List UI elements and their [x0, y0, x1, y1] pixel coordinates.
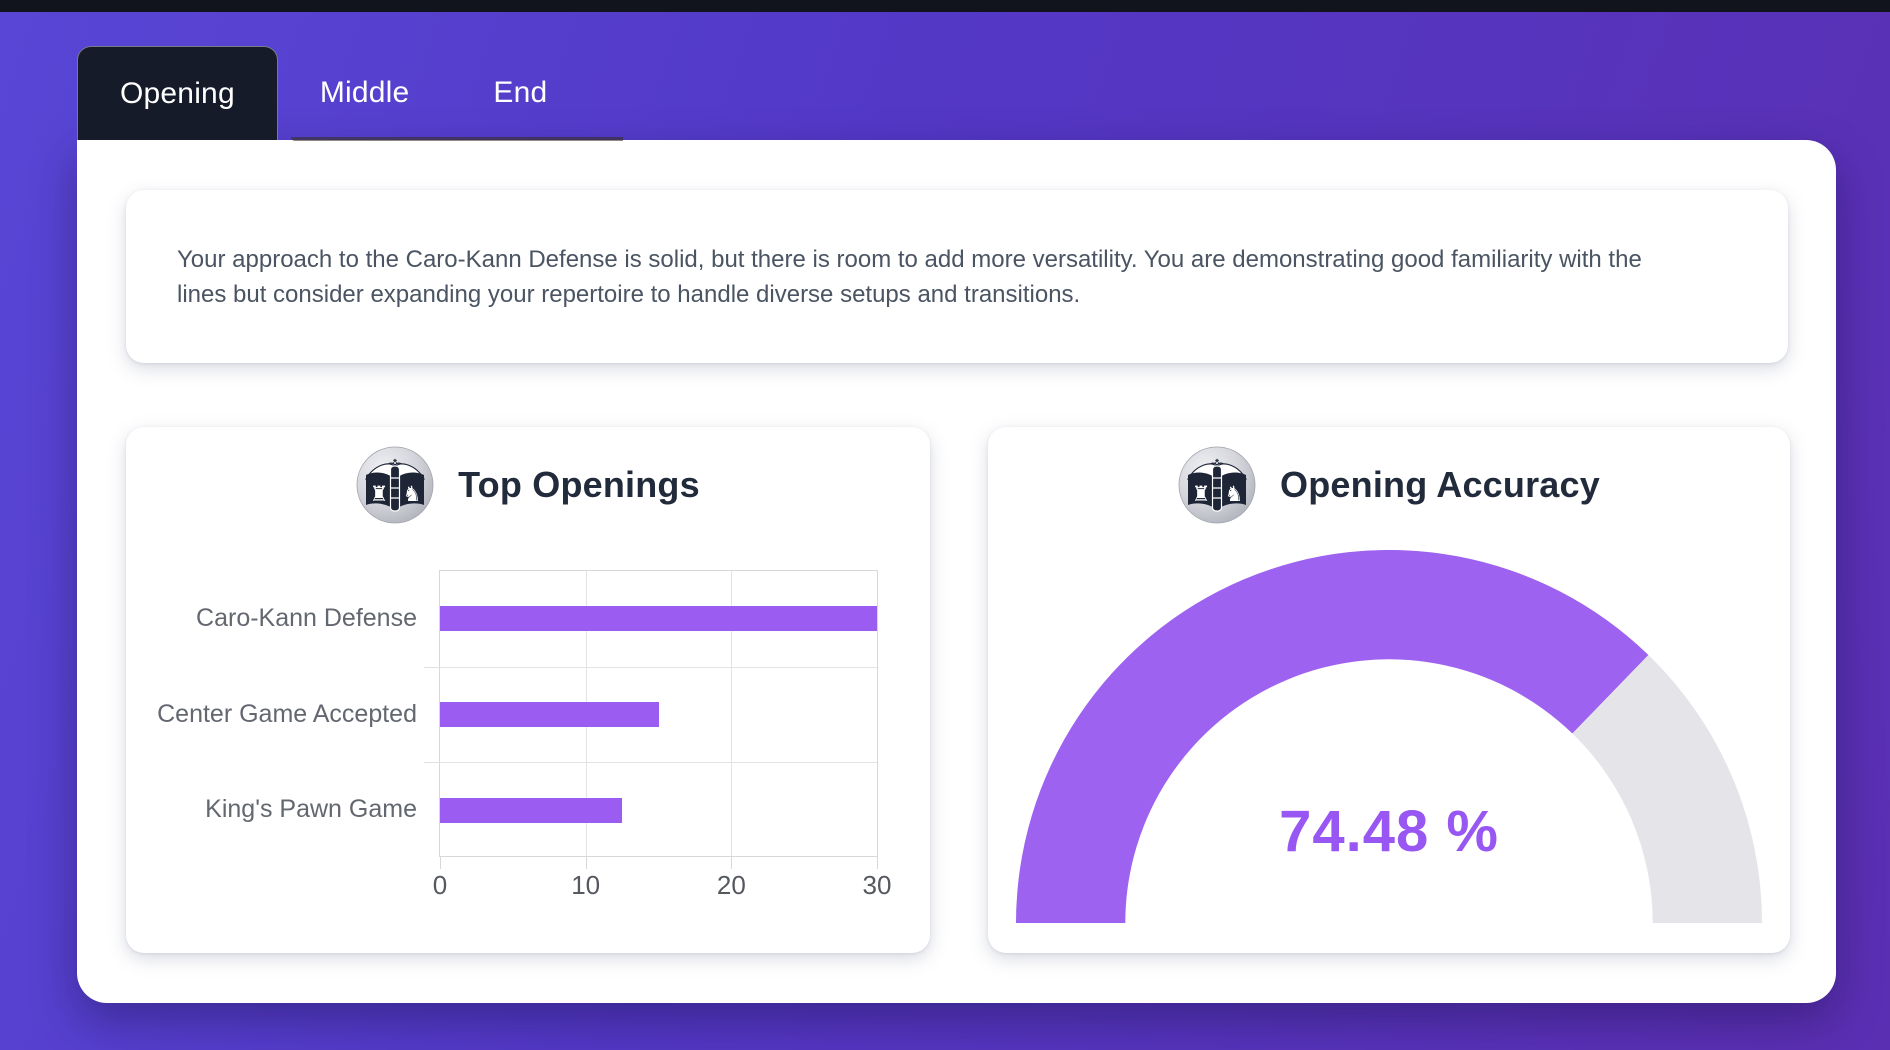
gauge-chart: 74.48 %: [1016, 550, 1762, 923]
bar-king-s-pawn-game: [440, 797, 623, 823]
x-tick-label: 10: [571, 870, 601, 900]
horizontal-gridline: [440, 762, 877, 764]
y-tick-mark: [424, 762, 440, 764]
x-tick-mark: [877, 856, 878, 869]
category-labels: Caro-Kann Defense Center Game Accepted Kin…: [126, 570, 417, 857]
gauge-arc-track: [1572, 654, 1762, 923]
top-openings-card: Top Openings Caro-Kann Defense Center Gam…: [126, 427, 930, 953]
bar-plot-area: 0 10 20 30: [424, 570, 891, 900]
category-label: Caro-Kann Defense: [196, 603, 417, 632]
window-top-bar: [0, 0, 1890, 12]
gauge-arc: [1016, 550, 1762, 923]
opening-accuracy-card: Opening Accuracy 74.48 %: [988, 427, 1790, 953]
opening-accuracy-header: Opening Accuracy: [988, 445, 1790, 525]
tab-end[interactable]: End: [451, 46, 589, 140]
bar-caro-kann-defense: [440, 606, 877, 632]
tab-opening[interactable]: Opening: [77, 46, 278, 140]
gauge-value: 74.48 %: [1279, 799, 1499, 864]
summary-text: Your approach to the Caro-Kann Defense i…: [177, 245, 1642, 308]
content-panel: Your approach to the Caro-Kann Defense i…: [77, 140, 1836, 1003]
x-tick-label: 30: [862, 870, 892, 900]
opening-accuracy-title: Opening Accuracy: [1280, 464, 1600, 505]
horizontal-gridline: [440, 666, 877, 668]
summary-card: Your approach to the Caro-Kann Defense i…: [126, 190, 1788, 363]
chess-book-icon: [356, 446, 434, 524]
tablist-shadow: [291, 137, 623, 141]
x-tick-mark: [731, 856, 733, 869]
chess-book-icon: [1178, 446, 1256, 524]
bar-center-game-accepted: [440, 702, 659, 727]
category-label: Center Game Accepted: [157, 699, 417, 728]
bar-chart: Caro-Kann Defense Center Game Accepted Kin…: [157, 570, 891, 900]
y-tick-mark: [424, 666, 440, 668]
category-label: King's Pawn Game: [205, 795, 417, 824]
x-tick-mark: [585, 856, 587, 869]
top-openings-title: Top Openings: [458, 464, 700, 505]
x-tick-label: 20: [716, 870, 746, 900]
x-tick-label: 0: [432, 870, 448, 900]
x-tick-mark: [440, 856, 441, 869]
tab-list: Opening Middle End: [77, 46, 589, 140]
tab-middle[interactable]: Middle: [278, 46, 452, 140]
top-openings-header: Top Openings: [126, 445, 930, 525]
vertical-gridline: [731, 571, 733, 856]
gauge-arc-filled: [1016, 550, 1649, 923]
